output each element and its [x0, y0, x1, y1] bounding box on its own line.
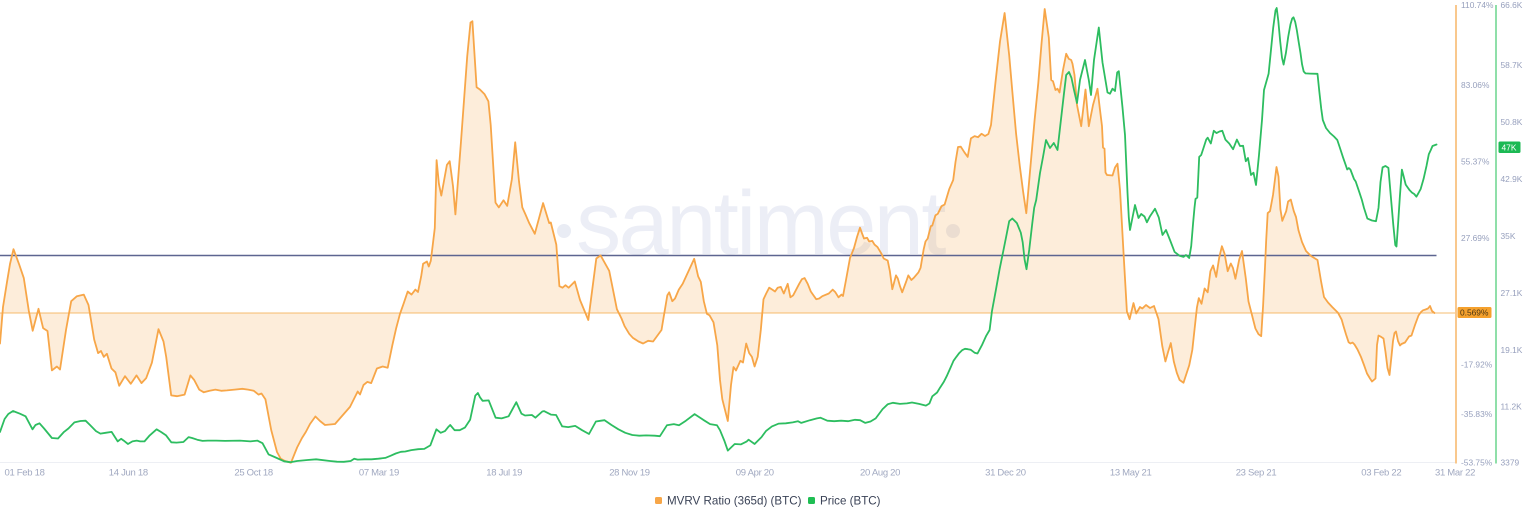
svg-text:01 Feb 18: 01 Feb 18	[5, 468, 45, 479]
svg-text:25 Oct 18: 25 Oct 18	[234, 468, 273, 479]
svg-text:19.1K: 19.1K	[1501, 345, 1523, 355]
svg-text:50.8K: 50.8K	[1501, 117, 1523, 127]
svg-text:03 Feb 22: 03 Feb 22	[1361, 468, 1401, 479]
svg-text:83.06%: 83.06%	[1461, 80, 1490, 90]
svg-text:110.74%: 110.74%	[1461, 0, 1494, 10]
svg-text:31 Dec 20: 31 Dec 20	[985, 468, 1026, 479]
svg-text:Price (BTC): Price (BTC)	[820, 495, 881, 508]
svg-text:3379: 3379	[1501, 458, 1520, 468]
svg-text:-17.92%: -17.92%	[1461, 360, 1493, 370]
svg-text:27.69%: 27.69%	[1461, 233, 1490, 243]
svg-text:20 Aug 20: 20 Aug 20	[860, 468, 900, 479]
svg-text:-53.75%: -53.75%	[1461, 458, 1493, 468]
svg-text:28 Nov 19: 28 Nov 19	[609, 468, 650, 479]
svg-text:47K: 47K	[1502, 142, 1517, 152]
svg-text:27.1K: 27.1K	[1501, 288, 1523, 298]
svg-text:santiment: santiment	[576, 174, 946, 274]
svg-text:-35.83%: -35.83%	[1461, 409, 1493, 419]
svg-text:14 Jun 18: 14 Jun 18	[109, 468, 148, 479]
svg-text:23 Sep 21: 23 Sep 21	[1236, 468, 1277, 479]
svg-text:11.2K: 11.2K	[1501, 402, 1523, 412]
svg-text:35K: 35K	[1501, 231, 1516, 241]
svg-text:MVRV Ratio (365d) (BTC): MVRV Ratio (365d) (BTC)	[667, 495, 802, 508]
svg-text:66.6K: 66.6K	[1501, 0, 1523, 10]
svg-text:55.37%: 55.37%	[1461, 157, 1490, 167]
svg-text:58.7K: 58.7K	[1501, 60, 1523, 70]
svg-text:18 Jul 19: 18 Jul 19	[486, 468, 522, 479]
svg-text:09 Apr 20: 09 Apr 20	[736, 468, 774, 479]
svg-text:13 May 21: 13 May 21	[1110, 468, 1152, 479]
svg-text:31 Mar 22: 31 Mar 22	[1435, 468, 1475, 479]
svg-text:0.569%: 0.569%	[1460, 308, 1489, 318]
svg-text:42.9K: 42.9K	[1501, 174, 1523, 184]
svg-text:07 Mar 19: 07 Mar 19	[359, 468, 399, 479]
